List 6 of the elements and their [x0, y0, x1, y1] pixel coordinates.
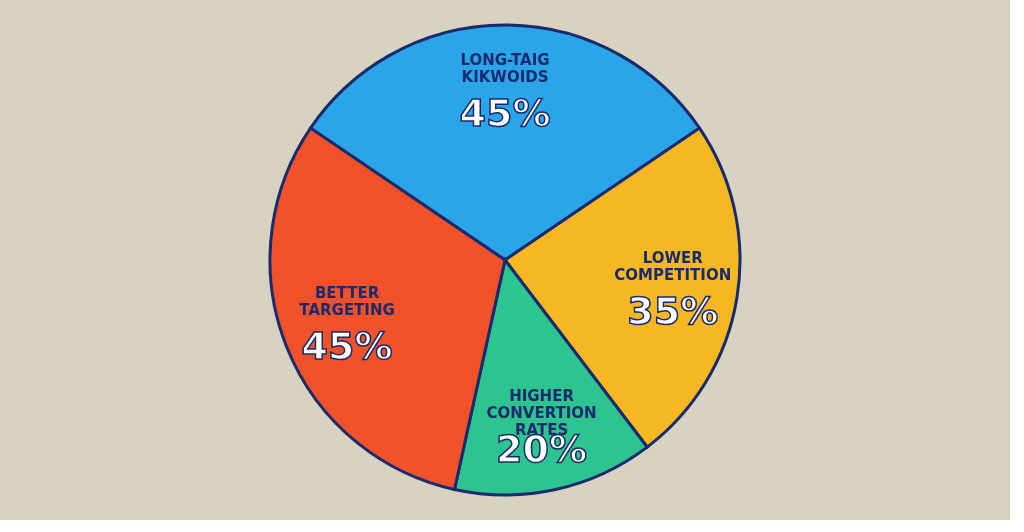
slice-label: LONG-TAIG KIKWOIDS — [460, 51, 550, 86]
slice-label: BETTER TARGETING — [299, 283, 395, 319]
data-label: 45% — [301, 323, 393, 368]
data-label: 35% — [627, 288, 719, 333]
data-label: 45% — [459, 91, 551, 135]
slice-label: LOWER COMPETITION — [614, 248, 732, 284]
